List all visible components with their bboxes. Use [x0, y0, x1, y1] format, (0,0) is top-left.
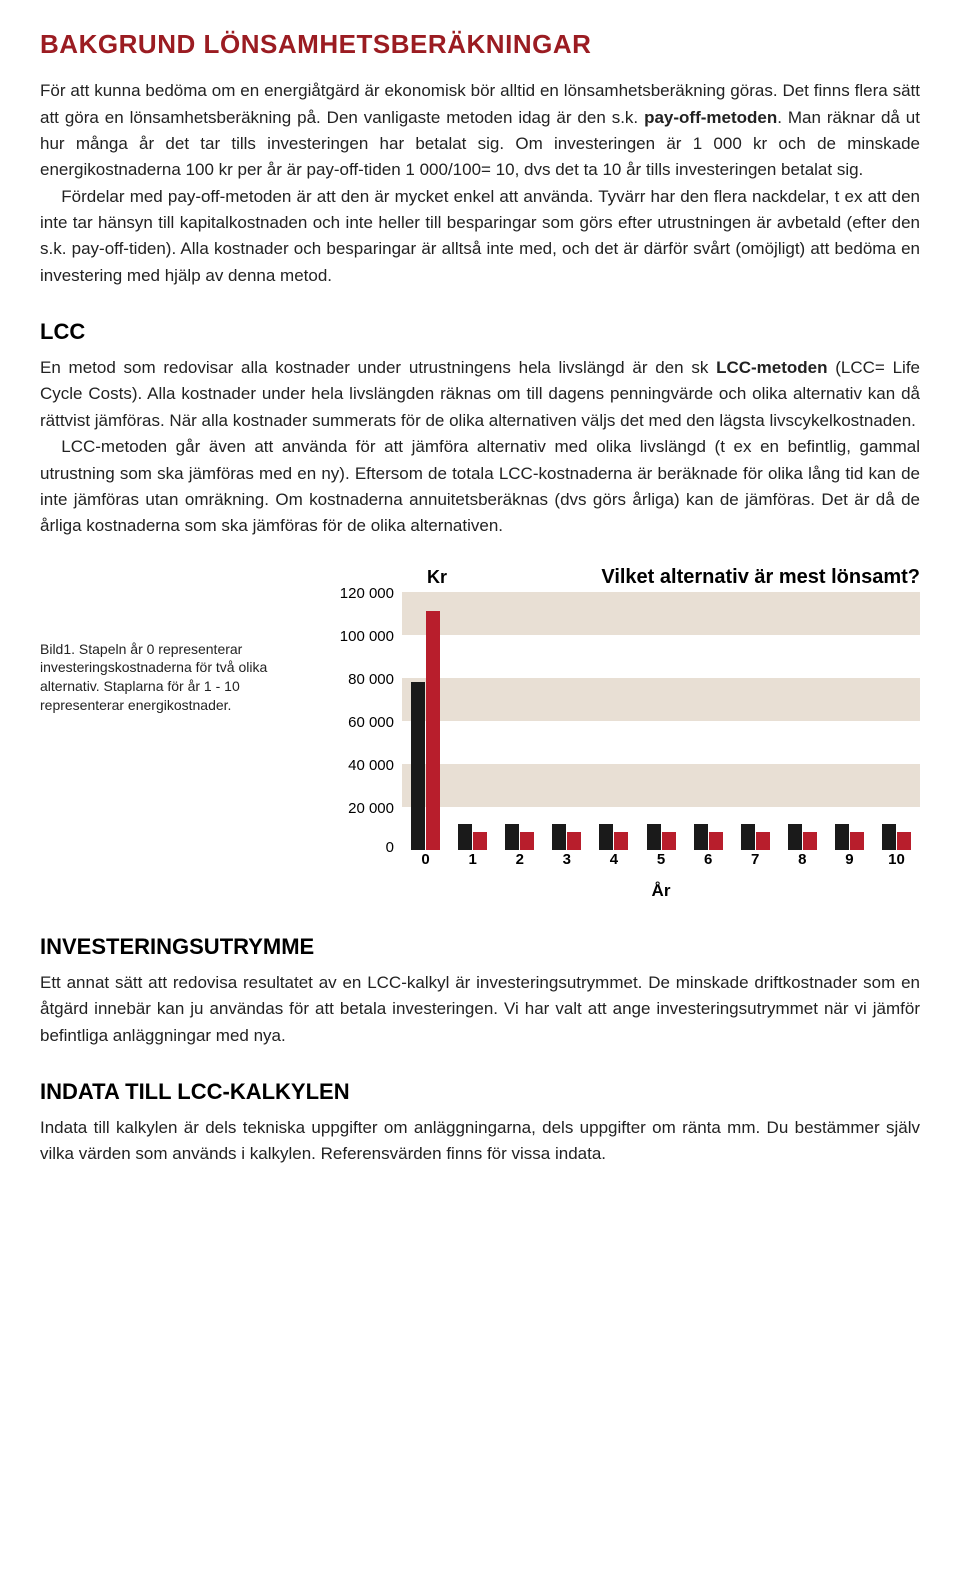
chart-x-axis-title: År	[402, 878, 920, 904]
chart-x-tick: 1	[449, 848, 496, 871]
lcc-paragraph-2: LCC-metoden går även att använda för att…	[40, 434, 920, 539]
lcc-term: LCC-metoden	[716, 358, 827, 377]
investering-paragraph: Ett annat sätt att redovisa resultatet a…	[40, 970, 920, 1049]
indata-heading: INDATA TILL LCC-KALKYLEN	[40, 1075, 920, 1109]
chart-bar-series-b	[567, 832, 581, 849]
chart-y-unit: Kr	[427, 564, 447, 592]
chart-y-tick-zero: 0	[332, 836, 394, 859]
chart-y-tick: 120 000	[332, 582, 394, 605]
chart-bar-group: 4	[590, 824, 637, 850]
intro-paragraph-2: Fördelar med pay-off-metoden är att den …	[40, 184, 920, 289]
chart-bar-group: 0	[402, 611, 449, 850]
chart-bar-series-a	[458, 824, 472, 850]
chart-bar-series-a	[788, 824, 802, 850]
payoff-term: pay-off-metoden	[644, 108, 777, 127]
figure-row: Bild1. Stapeln år 0 representerar invest…	[40, 562, 920, 904]
chart-y-tick: 60 000	[332, 711, 394, 734]
chart-x-tick: 7	[732, 848, 779, 871]
chart-x-tick: 8	[779, 848, 826, 871]
chart-grid: 20 00040 00060 00080 000100 000120 00000…	[402, 592, 920, 850]
chart-x-tick: 2	[496, 848, 543, 871]
chart-bar-series-b	[850, 832, 864, 849]
indata-paragraph: Indata till kalkylen är dels tekniska up…	[40, 1115, 920, 1168]
chart-x-tick: 5	[637, 848, 684, 871]
chart-bar-series-a	[694, 824, 708, 850]
chart-bars-layer: 012345678910	[402, 592, 920, 850]
chart-bar-group: 3	[543, 824, 590, 850]
chart-bar-series-a	[647, 824, 661, 850]
chart-y-tick: 40 000	[332, 754, 394, 777]
chart-y-tick: 20 000	[332, 797, 394, 820]
chart-bar-series-b	[662, 832, 676, 849]
chart-bar-series-b	[473, 832, 487, 849]
chart-bar-series-a	[882, 824, 896, 850]
chart-y-tick: 100 000	[332, 625, 394, 648]
chart-bar-series-b	[426, 611, 440, 850]
chart-bar-group: 10	[873, 824, 920, 850]
chart-bar-series-a	[552, 824, 566, 850]
chart-x-tick: 4	[590, 848, 637, 871]
chart-bar-series-a	[411, 682, 425, 850]
chart-bar-series-b	[709, 832, 723, 849]
lcc-heading: LCC	[40, 315, 920, 349]
chart-bar-group: 1	[449, 824, 496, 850]
chart-bar-series-b	[614, 832, 628, 849]
figure-caption: Bild1. Stapeln år 0 representerar invest…	[40, 562, 320, 716]
chart-bar-series-b	[756, 832, 770, 849]
chart-bar-series-a	[505, 824, 519, 850]
chart-x-tick: 3	[543, 848, 590, 871]
chart-bar-series-b	[897, 832, 911, 849]
chart-x-tick: 6	[685, 848, 732, 871]
chart-bar-group: 5	[637, 824, 684, 850]
intro-paragraph-1: För att kunna bedöma om en energiåtgärd …	[40, 78, 920, 183]
page-title: BAKGRUND LÖNSAMHETSBERÄKNINGAR	[40, 24, 920, 64]
chart-container: Kr Vilket alternativ är mest lönsamt? 20…	[332, 562, 920, 904]
chart-y-tick: 80 000	[332, 668, 394, 691]
chart-bar-group: 2	[496, 824, 543, 850]
chart-bar-group: 8	[779, 824, 826, 850]
chart-bar-series-b	[520, 832, 534, 849]
chart-bar-group: 9	[826, 824, 873, 850]
chart-bar-series-a	[741, 824, 755, 850]
chart-bar-group: 7	[732, 824, 779, 850]
chart-x-tick: 0	[402, 848, 449, 871]
chart-question: Vilket alternativ är mest lönsamt?	[601, 562, 920, 593]
chart-x-tick: 10	[873, 848, 920, 871]
chart-bar-series-a	[599, 824, 613, 850]
chart-bar-series-b	[803, 832, 817, 849]
lcc-p1-a: En metod som redovisar alla kostnader un…	[40, 358, 716, 377]
chart-bar-group: 6	[685, 824, 732, 850]
investering-heading: INVESTERINGSUTRYMME	[40, 930, 920, 964]
chart-x-tick: 9	[826, 848, 873, 871]
lcc-paragraph-1: En metod som redovisar alla kostnader un…	[40, 355, 920, 434]
chart-bar-series-a	[835, 824, 849, 850]
